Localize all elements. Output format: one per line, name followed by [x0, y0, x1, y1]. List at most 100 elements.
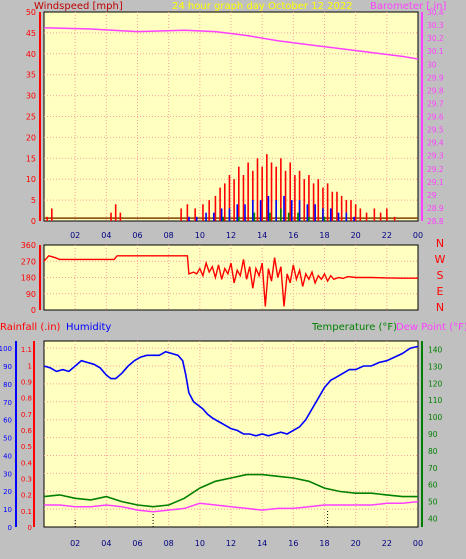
wind-x-tick-label: 18 — [319, 231, 329, 240]
humidity-y-tick-label: 80 — [3, 381, 12, 389]
wind-y-tick-label: 30 — [26, 92, 36, 101]
barometer-y-tick-label: 30.3 — [427, 21, 444, 30]
compass-label: N — [436, 237, 444, 250]
wind-x-tick-label: 12 — [226, 231, 236, 240]
barometer-y-tick-label: 29.9 — [427, 73, 444, 82]
wind-x-tick-label: 20 — [351, 231, 361, 240]
barometer-y-tick-label: 30.2 — [427, 34, 444, 43]
wind-y-tick-label: 5 — [31, 196, 36, 205]
temp-y-tick-label: 140 — [428, 345, 443, 354]
temperature-line — [43, 473, 418, 508]
barometer-y-tick-label: 29.4 — [427, 139, 444, 148]
barometer-y-tick-label: 29.8 — [427, 86, 444, 95]
compass-label: W — [435, 253, 446, 266]
humidity-y-tick-label: 20 — [3, 488, 12, 496]
humidity-y-tick-label: 50 — [3, 435, 12, 443]
humidity-y-tick-label: 0 — [8, 524, 12, 532]
humidity-y-tick-label: 40 — [3, 452, 12, 460]
rain-y-tick-label: 1.1 — [21, 346, 32, 354]
temp-x-tick-label: 00 — [413, 539, 423, 548]
direction-y-tick-label: 90 — [26, 290, 36, 299]
rain-y-tick-label: 0.2 — [21, 492, 32, 500]
temp-y-tick-label: 40 — [428, 515, 438, 524]
temp-y-tick-label: 60 — [428, 481, 438, 490]
graph-date-title: 24 hour graph day October 12 2022 — [172, 1, 353, 12]
direction-y-tick-label: 360 — [21, 241, 36, 250]
wind-y-tick-label: 0 — [31, 217, 36, 226]
rain-y-tick-label: 0.7 — [21, 411, 32, 419]
wind-x-tick-label: 08 — [164, 231, 174, 240]
temp-x-tick-label: 22 — [382, 539, 392, 548]
rain-y-tick-label: 0.8 — [21, 395, 32, 403]
dewpoint-title: Dew Point (°F) — [396, 322, 466, 333]
temp-x-tick-label: 16 — [288, 539, 298, 548]
rain-y-tick-label: 0 — [28, 524, 32, 532]
direction-y-tick-label: 180 — [21, 274, 36, 283]
humidity-y-tick-label: 70 — [3, 399, 12, 407]
wind-y-tick-label: 35 — [26, 71, 36, 80]
compass-label: N — [436, 301, 444, 314]
barometer-y-tick-label: 29.5 — [427, 126, 444, 135]
temp-y-tick-label: 50 — [428, 498, 438, 507]
temp-x-tick-label: 20 — [351, 539, 361, 548]
direction-y-tick-label: 270 — [21, 257, 36, 266]
temp-y-tick-label: 70 — [428, 464, 438, 473]
wind-y-tick-label: 40 — [26, 50, 36, 59]
humidity-title: Humidity — [66, 322, 111, 333]
wind-x-tick-label: 14 — [257, 231, 267, 240]
wind-y-tick-label: 50 — [26, 8, 36, 17]
humidity-y-tick-label: 90 — [3, 363, 12, 371]
temp-x-tick-label: 04 — [101, 539, 111, 548]
humidity-y-tick-label: 10 — [3, 506, 12, 514]
wind-speed-title: Windspeed [mph] — [34, 1, 123, 12]
humidity-y-tick-label: 100 — [0, 345, 12, 353]
temp-x-tick-label: 06 — [132, 539, 142, 548]
barometer-y-tick-label: 29.6 — [427, 113, 444, 122]
barometer-title: Barometer [.in] — [370, 1, 446, 12]
temp-y-tick-label: 110 — [428, 396, 443, 405]
rain-y-tick-label: 0.1 — [21, 508, 32, 516]
barometer-line — [43, 26, 419, 60]
compass-label: E — [437, 285, 444, 298]
wind-y-tick-label: 10 — [26, 175, 36, 184]
rain-y-tick-label: 0.3 — [21, 475, 32, 483]
wind-y-tick-label: 15 — [26, 154, 36, 163]
temp-x-tick-label: 12 — [226, 539, 236, 548]
humidity-y-tick-label: 60 — [3, 417, 12, 425]
direction-y-tick-label: 0 — [31, 306, 36, 315]
rain-y-tick-label: 1 — [28, 362, 32, 370]
wind-x-tick-label: 02 — [70, 231, 80, 240]
barometer-y-tick-label: 30.1 — [427, 47, 444, 56]
wind-x-tick-label: 06 — [132, 231, 142, 240]
rain-y-tick-label: 0.4 — [21, 459, 33, 467]
barometer-y-tick-label: 29.3 — [427, 152, 444, 161]
barometer-y-tick-label: 29.1 — [427, 178, 444, 187]
temperature-title: Temperature (°F) — [311, 322, 397, 333]
dewpoint-line — [44, 500, 419, 513]
humidity-y-tick-label: 30 — [3, 470, 12, 478]
wind-y-tick-label: 45 — [26, 29, 36, 38]
wind-y-tick-label: 25 — [26, 113, 36, 122]
wind-x-tick-label: 10 — [195, 231, 205, 240]
temp-x-tick-label: 08 — [164, 539, 174, 548]
wind-x-tick-label: 00 — [413, 231, 423, 240]
compass-label: S — [437, 269, 444, 282]
temp-x-tick-label: 18 — [319, 539, 329, 548]
barometer-y-tick-label: 30.4 — [427, 8, 444, 17]
plot-layer: 0510152025303540455028.828.92929.129.229… — [0, 8, 446, 548]
wind-x-tick-label: 22 — [382, 231, 392, 240]
temp-y-tick-label: 80 — [428, 447, 438, 456]
temp-x-tick-label: 10 — [195, 539, 205, 548]
rain-y-tick-label: 0.6 — [21, 427, 33, 435]
wind-y-tick-label: 20 — [26, 133, 36, 142]
barometer-y-tick-label: 28.8 — [427, 217, 444, 226]
barometer-y-tick-label: 29.7 — [427, 99, 444, 108]
temp-y-tick-label: 130 — [428, 362, 443, 371]
wind-x-tick-label: 04 — [101, 231, 111, 240]
temp-x-tick-label: 02 — [70, 539, 80, 548]
temp-y-tick-label: 120 — [428, 379, 443, 388]
barometer-y-tick-label: 29.2 — [427, 165, 444, 174]
rain-y-tick-label: 0.9 — [21, 378, 32, 386]
barometer-y-tick-label: 28.9 — [427, 204, 444, 213]
